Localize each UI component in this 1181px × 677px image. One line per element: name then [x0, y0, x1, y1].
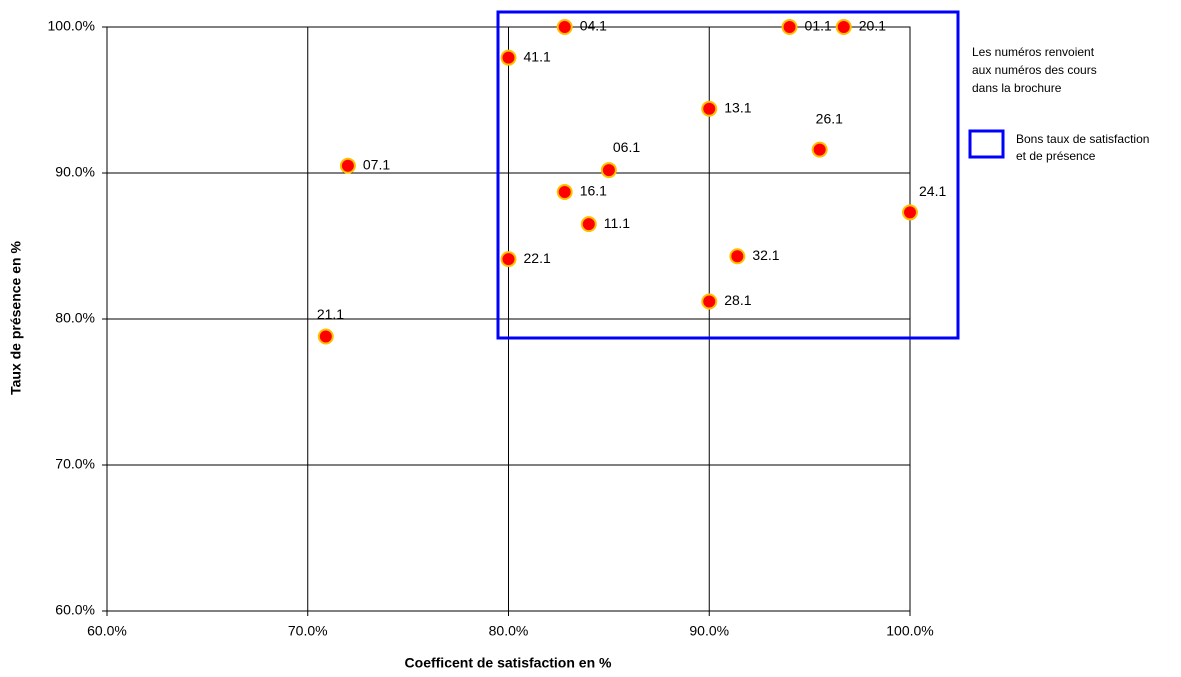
point — [701, 100, 718, 117]
x-tick-label: 60.0% — [87, 623, 127, 639]
point — [835, 19, 852, 35]
x-tick-label: 100.0% — [886, 623, 933, 639]
x-tick-label: 90.0% — [689, 623, 729, 639]
legend-label: et de présence — [1016, 149, 1096, 163]
point-label: 24.1 — [919, 183, 946, 199]
point — [317, 328, 334, 345]
point — [701, 293, 718, 310]
point-label: 04.1 — [580, 18, 607, 34]
point-label: 28.1 — [724, 292, 751, 308]
point-label: 21.1 — [317, 306, 344, 322]
x-tick-label: 80.0% — [489, 623, 529, 639]
point — [500, 49, 517, 66]
point — [339, 157, 356, 174]
point-label: 32.1 — [752, 247, 779, 263]
y-tick-label: 100.0% — [48, 18, 95, 34]
y-tick-label: 80.0% — [55, 310, 95, 326]
annotation: dans la brochure — [972, 81, 1062, 95]
y-tick-label: 60.0% — [55, 602, 95, 618]
highlight-box — [496, 10, 960, 340]
point — [500, 251, 517, 268]
point — [811, 141, 828, 158]
point — [781, 19, 798, 35]
point-label: 22.1 — [524, 250, 551, 266]
y-axis-title: Taux de présence en % — [8, 241, 24, 395]
point — [902, 204, 918, 221]
point — [600, 162, 617, 179]
point — [580, 216, 597, 233]
annotation: Les numéros renvoient — [972, 45, 1095, 59]
point-label: 20.1 — [859, 18, 886, 34]
x-tick-label: 70.0% — [288, 623, 328, 639]
point-label: 11.1 — [604, 215, 630, 231]
legend-swatch — [968, 129, 1005, 159]
point-label: 07.1 — [363, 156, 390, 172]
point-label: 06.1 — [613, 139, 640, 155]
x-axis-title: Coefficent de satisfaction en % — [405, 655, 612, 671]
annotation: aux numéros des cours — [972, 63, 1097, 77]
point — [556, 19, 573, 35]
y-tick-label: 70.0% — [55, 456, 95, 472]
point-label: 13.1 — [724, 99, 751, 115]
point-label: 01.1 — [805, 18, 832, 34]
point-label: 16.1 — [580, 183, 607, 199]
point — [556, 183, 573, 200]
point-label: 41.1 — [524, 48, 551, 64]
point-label: 26.1 — [816, 110, 843, 126]
y-tick-label: 90.0% — [55, 164, 95, 180]
legend-label: Bons taux de satisfaction — [1016, 132, 1149, 146]
point — [729, 248, 746, 265]
